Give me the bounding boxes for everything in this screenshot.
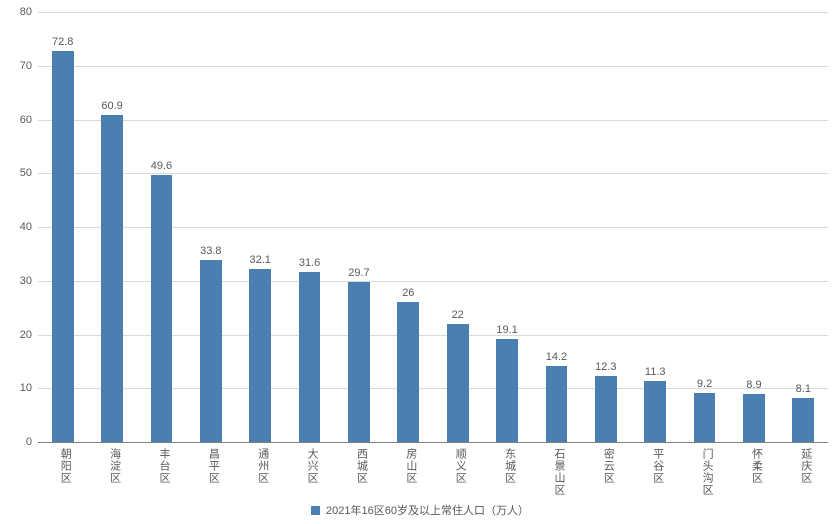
- ytick-label: 60: [20, 114, 38, 126]
- ytick-label: 50: [20, 167, 38, 179]
- ytick-label: 70: [20, 60, 38, 72]
- bar: [546, 366, 568, 442]
- plot-area: 0102030405060708072.8朝阳区60.9海淀区49.6丰台区33…: [38, 12, 828, 442]
- ytick-label: 80: [20, 6, 38, 18]
- bar: [151, 175, 173, 442]
- bar: [249, 269, 271, 442]
- bar-value-label: 33.8: [200, 245, 221, 257]
- bar-value-label: 8.1: [796, 383, 811, 395]
- xtick-label: 大兴区: [304, 442, 320, 484]
- xtick-label: 石景山区: [551, 442, 567, 496]
- bar-value-label: 11.3: [645, 366, 666, 378]
- bar-value-label: 49.6: [151, 160, 172, 172]
- xtick-label: 朝阳区: [57, 442, 73, 484]
- bar: [397, 302, 419, 442]
- gridline: [38, 173, 828, 174]
- bar-chart: 0 10 20 30 40 50 60 70 80 72.8 朝阳区 60.9 海淀区 49.6 丰台区 33…: [0, 0, 840, 524]
- bar-value-label: 60.9: [101, 100, 122, 112]
- bar: [200, 260, 222, 442]
- bar: [644, 381, 666, 442]
- bar-value-label: 19.1: [496, 324, 517, 336]
- bar: [299, 272, 321, 442]
- bar-value-label: 31.6: [299, 257, 320, 269]
- xtick-label: 丰台区: [156, 442, 172, 484]
- xtick-label: 海淀区: [107, 442, 123, 484]
- xtick-label: 房山区: [403, 442, 419, 484]
- bar: [348, 282, 370, 442]
- ytick-label: 20: [20, 329, 38, 341]
- bar-value-label: 26: [402, 287, 414, 299]
- ytick-label: 40: [20, 221, 38, 233]
- bar-value-label: 9.2: [697, 378, 712, 390]
- bar: [792, 398, 814, 442]
- ytick-label: 10: [20, 382, 38, 394]
- bar: [101, 115, 123, 442]
- xtick-label: 怀柔区: [748, 442, 764, 484]
- ytick-label: 30: [20, 275, 38, 287]
- bar: [743, 394, 765, 442]
- bar-value-label: 32.1: [249, 254, 270, 266]
- gridline: [38, 66, 828, 67]
- bar-value-label: 29.7: [348, 267, 369, 279]
- xtick-label: 西城区: [353, 442, 369, 484]
- bar: [595, 376, 617, 442]
- bar-value-label: 12.3: [595, 361, 616, 373]
- xtick-label: 东城区: [502, 442, 518, 484]
- xtick-label: 顺义区: [452, 442, 468, 484]
- xtick-label: 密云区: [600, 442, 616, 484]
- xtick-label: 延庆区: [798, 442, 814, 484]
- bar-value-label: 14.2: [546, 351, 567, 363]
- xtick-label: 门头沟区: [699, 442, 715, 496]
- bar-value-label: 22: [452, 309, 464, 321]
- bar: [447, 324, 469, 442]
- gridline: [38, 12, 828, 13]
- bar: [52, 51, 74, 442]
- bar-value-label: 72.8: [52, 36, 73, 48]
- xtick-label: 通州区: [255, 442, 271, 484]
- bar-value-label: 8.9: [746, 379, 761, 391]
- legend: 2021年16区60岁及以上常住人口（万人）: [311, 502, 529, 518]
- bar: [694, 393, 716, 442]
- ytick-label: 0: [26, 436, 38, 448]
- gridline: [38, 120, 828, 121]
- legend-label: 2021年16区60岁及以上常住人口（万人）: [326, 502, 529, 518]
- xtick-label: 平谷区: [650, 442, 666, 484]
- xtick-label: 昌平区: [205, 442, 221, 484]
- legend-swatch: [311, 506, 320, 515]
- bar: [496, 339, 518, 442]
